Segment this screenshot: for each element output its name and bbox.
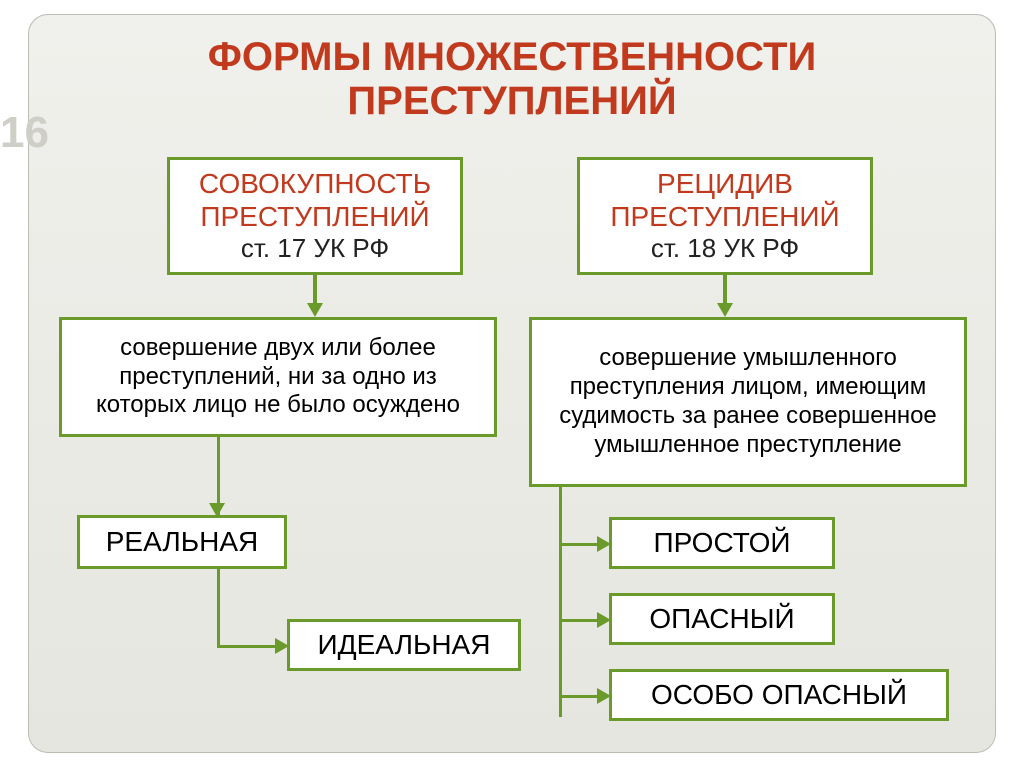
arrow-head-1 [307, 303, 323, 317]
slide-frame: ФОРМЫ МНОЖЕСТВЕННОСТИ ПРЕСТУПЛЕНИЙ СОВОК… [28, 14, 996, 753]
slide-title: ФОРМЫ МНОЖЕСТВЕННОСТИ ПРЕСТУПЛЕНИЙ [29, 15, 995, 123]
box-recidivism-desc: совершение умышленного преступления лицо… [529, 317, 967, 487]
esp-dangerous-label: ОСОБО ОПАСНЫЙ [651, 679, 907, 711]
real-label: РЕАЛЬНАЯ [106, 526, 259, 558]
box-aggregate-desc: совершение двух или более преступлений, … [59, 317, 497, 437]
title-line2: ПРЕСТУПЛЕНИЙ [347, 79, 676, 123]
recidivism-desc-text: совершение умышленного преступления лицо… [542, 344, 954, 459]
dangerous-label: ОПАСНЫЙ [649, 603, 794, 635]
box-real: РЕАЛЬНАЯ [77, 515, 287, 569]
arrow-head-2 [717, 303, 733, 317]
box-recidivism-header: РЕЦИДИВ ПРЕСТУПЛЕНИЙ ст. 18 УК РФ [577, 157, 873, 275]
box-esp-dangerous: ОСОБО ОПАСНЫЙ [609, 669, 949, 721]
recidivism-sub: ст. 18 УК РФ [651, 233, 799, 264]
title-line1: ФОРМЫ МНОЖЕСТВЕННОСТИ [208, 35, 816, 79]
aggregate-desc-text: совершение двух или более преступлений, … [72, 334, 484, 420]
elbow-r2 [559, 619, 599, 622]
box-dangerous: ОПАСНЫЙ [609, 593, 835, 645]
recidivism-header-text: РЕЦИДИВ ПРЕСТУПЛЕНИЙ [580, 168, 870, 232]
arrow-head-real [209, 503, 225, 517]
arrow-line-2 [723, 275, 727, 305]
page-number: 16 [0, 108, 49, 158]
box-simple: ПРОСТОЙ [609, 517, 835, 569]
box-aggregate-header: СОВОКУПНОСТЬ ПРЕСТУПЛЕНИЙ ст. 17 УК РФ [167, 157, 463, 275]
right-trunk [559, 487, 562, 717]
elbow-ideal-h [217, 645, 277, 648]
aggregate-header-text: СОВОКУПНОСТЬ ПРЕСТУПЛЕНИЙ [170, 168, 460, 232]
ideal-label: ИДЕАЛЬНАЯ [318, 629, 491, 661]
elbow-r1 [559, 543, 599, 546]
simple-label: ПРОСТОЙ [653, 527, 790, 559]
box-ideal: ИДЕАЛЬНАЯ [287, 619, 521, 671]
aggregate-sub: ст. 17 УК РФ [241, 233, 389, 264]
arrow-line-1 [313, 275, 317, 305]
elbow-r3 [559, 695, 599, 698]
